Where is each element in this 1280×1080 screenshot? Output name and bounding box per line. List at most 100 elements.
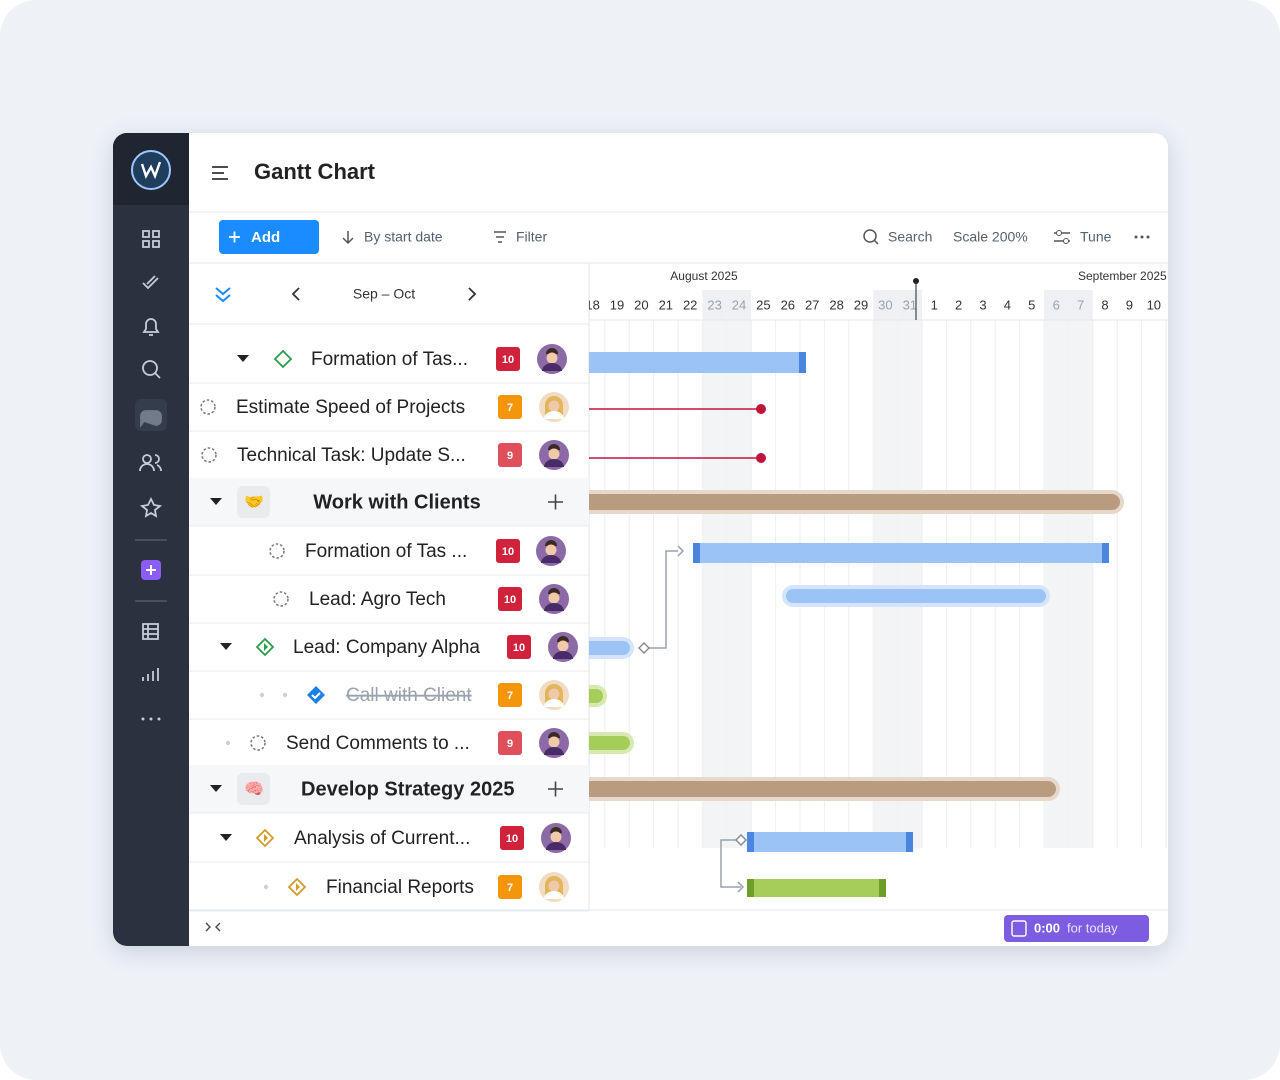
avatar-hair	[550, 827, 562, 833]
bar-cap	[1102, 543, 1109, 563]
task-title[interactable]: Technical Task: Update S...	[237, 445, 466, 466]
add-label[interactable]: Add	[251, 229, 280, 246]
sidebar	[113, 133, 189, 946]
filter-button[interactable]: Filter	[516, 229, 547, 245]
day-label: 19	[610, 297, 624, 312]
day-label: 21	[659, 297, 673, 312]
day-label: 1	[931, 297, 938, 312]
priority-label: 9	[507, 450, 513, 462]
add-subtask[interactable]	[548, 781, 563, 797]
priority-label: 10	[506, 833, 518, 845]
timer-time: 0:00	[1034, 920, 1060, 935]
day-label: 10	[1147, 297, 1161, 312]
status-fill	[264, 643, 268, 651]
task-bar[interactable]	[693, 543, 1109, 563]
collapse-all[interactable]	[215, 287, 231, 303]
priority-label: 9	[507, 738, 513, 750]
timer-badge[interactable]	[1004, 915, 1149, 942]
priority-badge	[507, 635, 531, 659]
task-bar[interactable]	[747, 879, 886, 897]
task-title[interactable]: Formation of Tas ...	[305, 541, 467, 562]
task-bar[interactable]	[560, 781, 1056, 797]
status-icon[interactable]	[269, 543, 285, 559]
bar-cap	[747, 832, 754, 852]
avatar-face	[546, 352, 558, 364]
status-icon[interactable]	[307, 686, 325, 704]
priority-badge	[498, 587, 522, 611]
expand-caret[interactable]	[237, 355, 249, 362]
task-bar[interactable]	[560, 352, 806, 373]
sidebar-icons	[131, 150, 171, 721]
weekend-column	[726, 290, 752, 320]
status-icon[interactable]	[201, 447, 217, 463]
status-icon[interactable]	[200, 399, 216, 415]
day-label: 4	[1004, 297, 1011, 312]
task-title[interactable]: Lead: Company Alpha	[293, 637, 480, 658]
day-label: 9	[1126, 297, 1133, 312]
avatar-face	[548, 880, 560, 892]
day-label: 26	[781, 297, 795, 312]
weekend-column	[702, 290, 727, 320]
status-fill	[264, 834, 268, 842]
avatar-face	[548, 736, 560, 748]
task-title[interactable]: Lead: Agro Tech	[309, 589, 446, 610]
task-bar[interactable]	[560, 736, 630, 750]
logo[interactable]	[131, 150, 171, 190]
task-title[interactable]: Analysis of Current...	[294, 828, 470, 849]
avatar-body	[541, 555, 561, 563]
expand-panel[interactable]	[205, 922, 221, 932]
priority-badge	[496, 347, 520, 371]
task-title[interactable]: Formation of Tas...	[311, 349, 468, 370]
task-bar[interactable]	[786, 589, 1046, 603]
priority-label: 7	[507, 402, 513, 414]
more-button[interactable]	[1134, 235, 1150, 239]
add-button[interactable]	[219, 220, 319, 254]
avatar-body	[542, 363, 562, 371]
status-icon[interactable]	[287, 877, 307, 897]
group-title[interactable]: Develop Strategy 2025	[301, 778, 514, 800]
active-nav	[135, 399, 167, 431]
status-icon[interactable]	[255, 828, 275, 848]
expand-caret[interactable]	[210, 785, 222, 792]
task-bar[interactable]	[560, 689, 603, 703]
task-bar[interactable]	[560, 494, 1120, 510]
task-bar[interactable]	[560, 641, 630, 655]
search-button[interactable]: Search	[888, 229, 932, 245]
avatar-face	[548, 448, 560, 460]
status-icon[interactable]	[250, 735, 266, 751]
task-title[interactable]: Send Comments to ...	[286, 733, 470, 754]
group-title[interactable]: Work with Clients	[313, 491, 480, 513]
next-period[interactable]	[468, 287, 477, 301]
avatar-hair	[548, 588, 560, 594]
status-icon[interactable]	[255, 637, 275, 657]
avatar-body	[544, 699, 564, 707]
task-title[interactable]: Financial Reports	[326, 877, 474, 898]
day-label: 5	[1028, 297, 1035, 312]
prev-period[interactable]	[291, 287, 300, 301]
expand-caret[interactable]	[220, 834, 232, 841]
avatar-face	[548, 592, 560, 604]
logo-mark	[140, 161, 162, 180]
bar-cap	[879, 879, 886, 897]
avatar-face	[548, 688, 560, 700]
avatar-hair	[545, 540, 557, 546]
task-bar[interactable]	[747, 832, 913, 852]
status-icon[interactable]	[273, 349, 293, 369]
status-icon[interactable]	[273, 591, 289, 607]
weekend-shade	[873, 320, 898, 848]
indent-dot	[225, 740, 231, 746]
task-title[interactable]: Call with Client	[346, 685, 472, 706]
scale-button[interactable]: Scale 200%	[953, 229, 1028, 245]
priority-badge	[498, 731, 522, 755]
deadline-dot	[756, 453, 766, 463]
menu-icon[interactable]	[212, 166, 228, 180]
tune-button[interactable]: Tune	[1080, 229, 1112, 245]
avatar-body	[553, 651, 573, 659]
sort-button[interactable]: By start date	[364, 229, 443, 245]
task-title[interactable]: Estimate Speed of Projects	[236, 397, 465, 418]
expand-caret[interactable]	[210, 498, 222, 505]
expand-caret[interactable]	[220, 643, 232, 650]
bar-cap	[747, 879, 754, 897]
avatar-body	[544, 603, 564, 611]
add-subtask[interactable]	[548, 494, 563, 510]
